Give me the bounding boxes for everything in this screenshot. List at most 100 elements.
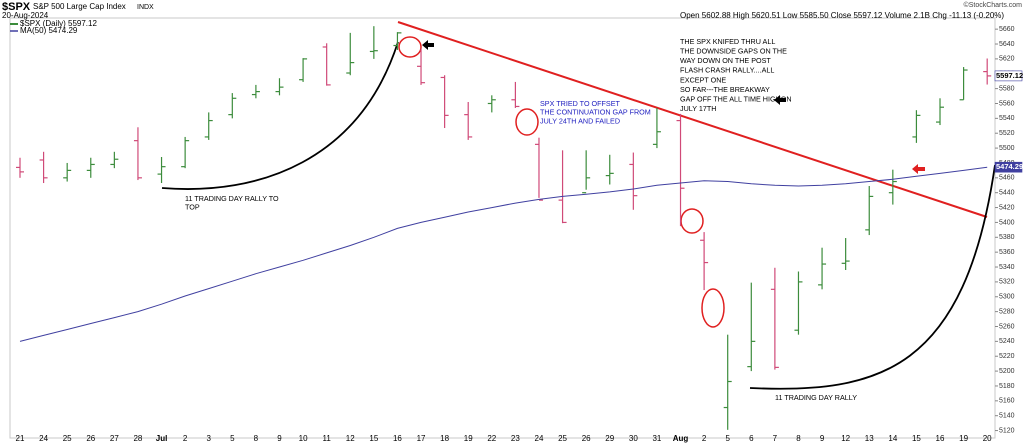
annotation: THE CONTINUATION GAP FROM (540, 108, 651, 117)
legend-entry: MA(50) 5474.29 (20, 26, 78, 35)
x-tick-label: 24 (39, 434, 48, 443)
x-tick-label: 2 (702, 434, 707, 443)
y-tick-label: 5640 (999, 41, 1015, 48)
x-tick-label: 17 (417, 434, 426, 443)
y-tick-label: 5380 (999, 234, 1015, 241)
x-tick-label: 21 (16, 434, 25, 443)
x-tick-label: 23 (511, 434, 520, 443)
index-name: S&P 500 Large Cap Index (33, 2, 126, 11)
x-tick-label: 16 (393, 434, 402, 443)
annotation: THE DOWNSIDE GAPS ON THE (680, 47, 787, 56)
x-tick-label: 8 (254, 434, 259, 443)
x-tick-label: 3 (206, 434, 211, 443)
legend-entry: $SPX (Daily) 5597.12 (20, 19, 97, 28)
rally-curve (161, 41, 399, 190)
rally-curve (749, 164, 996, 390)
last-value-label: 5474.29 (996, 162, 1023, 171)
x-tick-label: 13 (865, 434, 874, 443)
y-tick-label: 5660 (999, 26, 1015, 33)
y-tick-label: 5340 (999, 264, 1015, 271)
y-tick-label: 5200 (999, 368, 1015, 375)
y-tick-label: 5300 (999, 294, 1015, 301)
x-tick-label: 29 (605, 434, 614, 443)
y-tick-label: 5420 (999, 204, 1015, 211)
x-tick-label: 11 (323, 434, 332, 443)
ma-line (19, 166, 988, 342)
y-tick-label: 5360 (999, 249, 1015, 256)
x-tick-label: 19 (959, 434, 968, 443)
y-tick-label: 5440 (999, 190, 1015, 197)
y-tick-label: 5140 (999, 413, 1015, 420)
gap-circle (398, 36, 422, 58)
annotation: SPX TRIED TO OFFSET (540, 99, 620, 108)
annotation: THE SPX KNIFED THRU ALL (680, 37, 775, 46)
x-tick-label: 10 (299, 434, 308, 443)
last-value-label: 5597.12 (996, 71, 1023, 80)
y-tick-label: 5400 (999, 219, 1015, 226)
x-tick-label: 5 (230, 434, 235, 443)
x-tick-label: 6 (749, 434, 754, 443)
plot-frame (9, 17, 996, 439)
y-tick-label: 5160 (999, 398, 1015, 405)
x-tick-label: 20 (983, 434, 992, 443)
y-tick-label: 5520 (999, 130, 1015, 137)
trendline (397, 21, 988, 218)
x-tick-label: 16 (936, 434, 945, 443)
last-value-tag (994, 70, 1023, 82)
arrow (774, 95, 786, 105)
y-tick-label: 5260 (999, 323, 1015, 330)
x-tick-label: 26 (86, 434, 95, 443)
annotation: 11 TRADING DAY RALLY (775, 393, 857, 402)
y-tick-label: 5120 (999, 427, 1015, 434)
y-tick-label: 5580 (999, 85, 1015, 92)
y-tick-label: 5540 (999, 115, 1015, 122)
x-tick-label: 12 (841, 434, 850, 443)
annotation: JULY 24TH AND FAILED (540, 117, 620, 126)
arrow (422, 40, 434, 50)
x-tick-label: 9 (820, 434, 825, 443)
quote: Open 5602.88 High 5620.51 Low 5585.50 Cl… (680, 11, 1004, 20)
y-tick-label: 5180 (999, 383, 1015, 390)
x-tick-label: 12 (346, 434, 355, 443)
last-value-tag (994, 161, 1023, 173)
arrow (912, 164, 925, 174)
annotation: FLASH CRASH RALLY....ALL (680, 66, 774, 75)
y-tick-label: 5280 (999, 308, 1015, 315)
annotation: WAY DOWN ON THE POST (680, 56, 771, 65)
x-tick-label: 22 (487, 434, 496, 443)
y-tick-label: 5460 (999, 175, 1015, 182)
exchange: INDX (137, 4, 154, 11)
x-tick-label: 19 (464, 434, 473, 443)
gap-circle (701, 288, 725, 328)
x-tick-label: 2 (183, 434, 188, 443)
annotation: GAP OFF THE ALL TIME HIGHON (680, 95, 792, 104)
gap-circle (515, 108, 539, 136)
x-tick-label: 28 (133, 434, 142, 443)
x-tick-label: 15 (369, 434, 378, 443)
y-tick-label: 5220 (999, 353, 1015, 360)
x-tick-label: 15 (912, 434, 921, 443)
annotation: TOP (185, 202, 200, 211)
symbol: $SPX (2, 1, 31, 13)
x-tick-label: Jul (156, 434, 168, 443)
x-tick-label: 5 (725, 434, 730, 443)
x-tick-label: 18 (440, 434, 449, 443)
x-tick-label: Aug (673, 434, 689, 443)
y-tick-label: 5500 (999, 145, 1015, 152)
gap-circle (680, 208, 704, 234)
annotation: JULY 17TH (680, 104, 716, 113)
copyright: ©StockCharts.com (964, 1, 1023, 9)
x-tick-label: 8 (796, 434, 801, 443)
y-tick-label: 5620 (999, 56, 1015, 63)
annotation: 11 TRADING DAY RALLY TO (185, 194, 279, 203)
y-tick-label: 5320 (999, 279, 1015, 286)
x-tick-label: 31 (652, 434, 661, 443)
x-tick-label: 25 (558, 434, 567, 443)
x-tick-label: 24 (535, 434, 544, 443)
x-tick-label: 14 (888, 434, 897, 443)
annotation: EXCEPT ONE (680, 75, 726, 84)
date: 20-Aug-2024 (2, 11, 49, 20)
x-tick-label: 27 (110, 434, 119, 443)
x-tick-label: 30 (629, 434, 638, 443)
